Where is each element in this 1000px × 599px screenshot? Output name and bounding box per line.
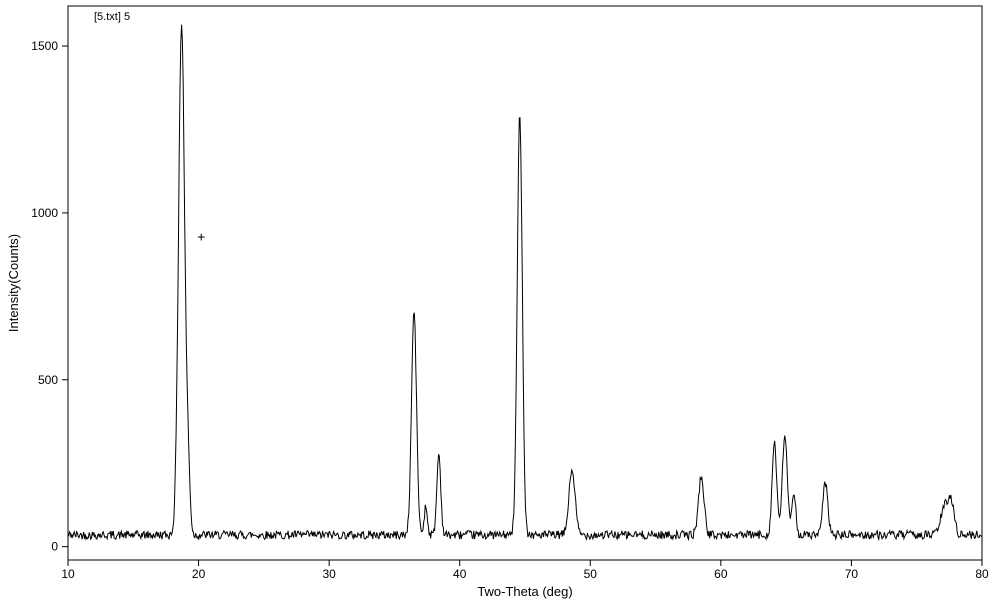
x-axis-label: Two-Theta (deg)	[477, 584, 572, 599]
chart-svg: 10 20 30 40 50 60 70 80 0 500 1000 1500 Two-Theta (d…	[0, 0, 1000, 599]
x-tick-label: 30	[322, 567, 336, 581]
y-tick-label: 1000	[31, 206, 58, 220]
legend-label: [5.txt] 5	[94, 11, 130, 23]
y-tick-label: 1500	[31, 39, 58, 53]
x-tick-label: 40	[453, 567, 467, 581]
x-tick-label: 70	[845, 567, 859, 581]
xrd-chart: 10 20 30 40 50 60 70 80 0 500 1000 1500 Two-Theta (d…	[0, 0, 1000, 599]
y-axis-label: Intensity(Counts)	[6, 234, 21, 332]
x-tick-label: 60	[714, 567, 728, 581]
y-tick-label: 500	[38, 373, 58, 387]
x-tick-label: 80	[975, 567, 989, 581]
marker-cross: +	[197, 228, 205, 244]
y-tick-label: 0	[51, 540, 58, 554]
x-tick-label: 10	[61, 567, 75, 581]
x-tick-label: 20	[192, 567, 206, 581]
xrd-trace	[68, 25, 982, 540]
x-tick-label: 50	[584, 567, 598, 581]
